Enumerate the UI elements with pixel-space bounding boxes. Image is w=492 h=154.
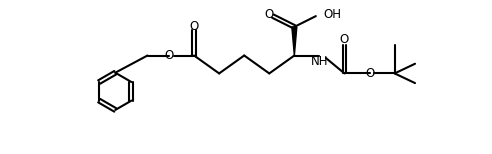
- Text: O: O: [164, 49, 174, 62]
- Text: O: O: [264, 8, 273, 21]
- Text: O: O: [189, 20, 199, 33]
- Text: O: O: [340, 33, 349, 46]
- Text: OH: OH: [323, 8, 341, 21]
- Text: NH: NH: [310, 55, 328, 69]
- Text: O: O: [365, 67, 374, 80]
- Polygon shape: [292, 27, 297, 55]
